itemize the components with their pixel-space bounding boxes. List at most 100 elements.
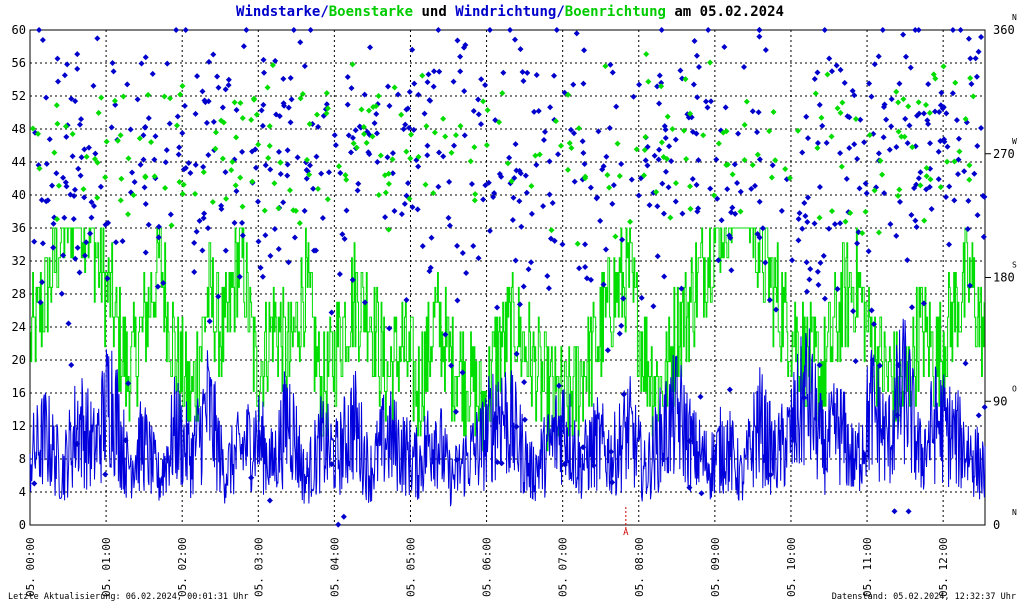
wind-direction-point bbox=[833, 62, 840, 69]
gust-direction-point bbox=[369, 133, 376, 140]
wind-direction-point bbox=[301, 63, 308, 70]
gust-direction-point bbox=[614, 140, 621, 147]
wind-direction-point bbox=[403, 106, 410, 113]
wind-direction-point bbox=[87, 230, 94, 237]
x-tick-label: 05. 05:00 bbox=[404, 537, 417, 597]
wind-direction-point bbox=[880, 104, 887, 111]
wind-direction-point bbox=[435, 183, 442, 190]
wind-direction-point bbox=[894, 412, 901, 419]
wind-direction-point bbox=[201, 97, 208, 104]
gust-direction-point bbox=[124, 211, 131, 218]
wind-direction-point bbox=[176, 144, 183, 151]
wind-direction-point bbox=[528, 259, 535, 266]
y-right-tick-label: 0 bbox=[993, 518, 1000, 532]
gust-direction-point bbox=[102, 174, 109, 181]
wind-direction-point bbox=[50, 244, 57, 251]
x-tick-label: 05. 02:00 bbox=[176, 537, 189, 597]
wind-direction-point bbox=[713, 156, 720, 163]
wind-direction-point bbox=[482, 182, 489, 189]
wind-direction-point bbox=[980, 233, 987, 240]
wind-direction-point bbox=[54, 55, 61, 62]
wind-direction-point bbox=[759, 225, 766, 232]
wind-direction-point bbox=[686, 437, 693, 444]
gust-direction-point bbox=[548, 227, 555, 234]
wind-direction-point bbox=[69, 153, 76, 160]
wind-direction-point bbox=[837, 220, 844, 227]
wind-direction-point bbox=[31, 238, 38, 245]
wind-direction-point bbox=[65, 320, 72, 327]
gust-direction-point bbox=[271, 180, 278, 187]
wind-direction-point bbox=[908, 304, 915, 311]
gust-direction-point bbox=[80, 186, 87, 193]
y-left-tick-label: 36 bbox=[12, 221, 26, 235]
wind-direction-point bbox=[861, 139, 868, 146]
wind-direction-point bbox=[494, 459, 501, 466]
wind-direction-point bbox=[74, 440, 81, 447]
wind-direction-point bbox=[567, 126, 574, 133]
gust-direction-point bbox=[239, 203, 246, 210]
marker-label: A bbox=[623, 528, 629, 538]
wind-direction-point bbox=[642, 157, 649, 164]
gust-direction-point bbox=[237, 174, 244, 181]
wind-direction-point bbox=[63, 133, 70, 140]
wind-direction-point bbox=[662, 126, 669, 133]
wind-direction-point bbox=[154, 283, 161, 290]
y-left-tick-label: 44 bbox=[12, 155, 26, 169]
wind-direction-point bbox=[454, 242, 461, 249]
wind-direction-point bbox=[323, 101, 330, 108]
gust-direction-point bbox=[389, 156, 396, 163]
compass-label: W bbox=[1012, 137, 1017, 146]
gust-direction-point bbox=[944, 158, 951, 165]
wind-direction-point bbox=[732, 210, 739, 217]
wind-direction-point bbox=[620, 391, 627, 398]
wind-direction-point bbox=[603, 153, 610, 160]
wind-direction-point bbox=[335, 521, 342, 528]
compass-label: S bbox=[1012, 261, 1017, 270]
gust-direction-point bbox=[642, 134, 649, 141]
wind-direction-point bbox=[326, 169, 333, 176]
y-left-tick-label: 24 bbox=[12, 320, 26, 334]
gust-direction-point bbox=[358, 106, 365, 113]
wind-direction-point bbox=[162, 159, 169, 166]
wind-direction-point bbox=[222, 169, 229, 176]
title-part-windstarke: Windstarke/ bbox=[236, 4, 329, 20]
wind-direction-point bbox=[191, 239, 198, 246]
wind-direction-point bbox=[288, 96, 295, 103]
wind-direction-point bbox=[137, 161, 144, 168]
wind-direction-point bbox=[205, 152, 212, 159]
wind-direction-point bbox=[200, 163, 207, 170]
wind-direction-point bbox=[751, 182, 758, 189]
wind-direction-point bbox=[942, 193, 949, 200]
wind-direction-point bbox=[74, 244, 81, 251]
wind-direction-point bbox=[904, 257, 911, 264]
wind-direction-point bbox=[134, 96, 141, 103]
wind-direction-point bbox=[446, 178, 453, 185]
wind-direction-point bbox=[513, 423, 520, 430]
wind-direction-point bbox=[801, 394, 808, 401]
wind-direction-point bbox=[531, 108, 538, 115]
wind-direction-point bbox=[551, 237, 558, 244]
wind-direction-point bbox=[852, 358, 859, 365]
wind-direction-point bbox=[486, 27, 493, 33]
gust-direction-point bbox=[398, 111, 405, 118]
gust-direction-point bbox=[952, 79, 959, 86]
wind-direction-point bbox=[893, 232, 900, 239]
wind-direction-point bbox=[345, 132, 352, 139]
wind-direction-point bbox=[193, 228, 200, 235]
wind-direction-point bbox=[656, 72, 663, 79]
x-tick-label: 05. 10:00 bbox=[785, 537, 798, 597]
wind-direction-point bbox=[90, 82, 97, 89]
wind-direction-point bbox=[533, 72, 540, 79]
wind-direction-point bbox=[677, 67, 684, 74]
wind-direction-point bbox=[925, 120, 932, 127]
wind-direction-point bbox=[731, 161, 738, 168]
gust-direction-point bbox=[249, 178, 256, 185]
wind-direction-point bbox=[36, 27, 43, 33]
wind-direction-point bbox=[373, 130, 380, 137]
wind-direction-point bbox=[815, 281, 822, 288]
wind-direction-point bbox=[662, 134, 669, 141]
wind-direction-point bbox=[686, 484, 693, 491]
wind-direction-point bbox=[888, 96, 895, 103]
gust-direction-point bbox=[956, 148, 963, 155]
gust-direction-point bbox=[422, 181, 429, 188]
